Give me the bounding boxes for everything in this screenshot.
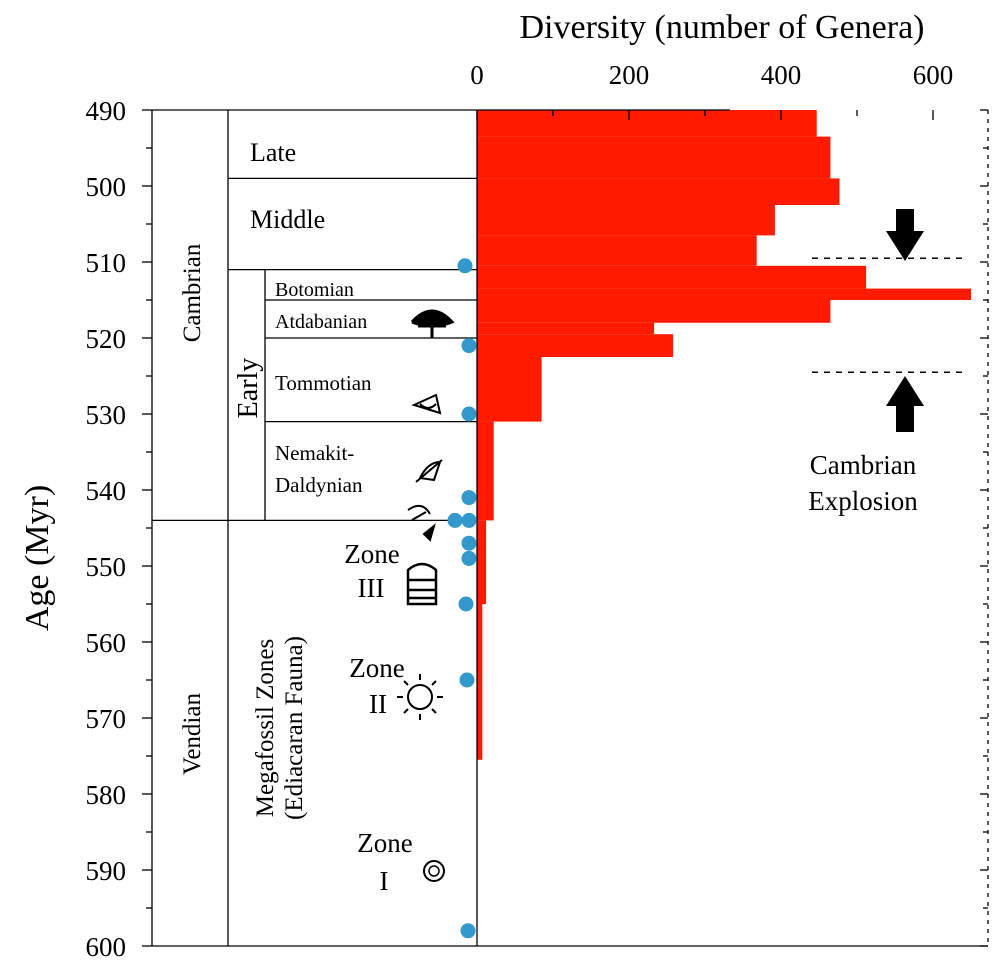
- disc-fossil-inner-icon: [428, 865, 440, 877]
- y-tick-label-3: 520: [86, 324, 127, 354]
- y-tick-label-2: 510: [86, 248, 127, 278]
- epoch-label-late: Late: [250, 138, 296, 167]
- y-tick-label-1: 500: [86, 172, 127, 202]
- fossil-marker-10: [460, 923, 476, 939]
- stage-label-botomian: Botomian: [275, 279, 354, 301]
- y-tick-label-4: 530: [86, 400, 127, 430]
- bar-2: [477, 178, 840, 205]
- y-tick-label-7: 560: [86, 628, 127, 658]
- zone2-label: Zone: [349, 653, 404, 683]
- cone-fossil-icon: [415, 459, 443, 483]
- fossil-marker-9: [459, 672, 475, 688]
- bar-12: [477, 520, 487, 604]
- epoch-label-middle: Middle: [250, 205, 325, 234]
- worm-trace-icon: [407, 504, 431, 521]
- bar-7: [477, 300, 831, 323]
- stage-label-tommotian: Tommotian: [275, 371, 372, 395]
- x-tick-label-2: 400: [761, 60, 802, 90]
- y-tick-label-0: 490: [86, 96, 127, 126]
- trilobite-icon: [410, 309, 455, 338]
- axes: 490 500 510 520 530 540 550 560 570 580 590 600 0 200…: [86, 60, 989, 962]
- zone1-label: Zone: [357, 828, 412, 858]
- down-arrow-icon: [886, 209, 924, 261]
- y-tick-label-11: 600: [86, 932, 127, 962]
- bar-1: [477, 136, 831, 179]
- shell-icon: [411, 393, 442, 415]
- bar-13: [477, 604, 483, 760]
- bar-0: [477, 110, 817, 137]
- disc-fossil-icon: [423, 860, 445, 882]
- arrowhead-fossil-icon: [422, 523, 436, 542]
- y-tick-label-9: 580: [86, 780, 127, 810]
- stratigraphy-column: [152, 110, 477, 946]
- zone3-number: III: [358, 573, 385, 603]
- fossil-marker-7: [461, 550, 477, 566]
- period-label-vendian: Vendian: [179, 693, 206, 775]
- stage-label-atdabanian: Atdabanian: [275, 311, 367, 333]
- chart-title: Diversity (number of Genera): [519, 9, 924, 46]
- bar-6: [477, 288, 971, 300]
- y-tick-label-5: 540: [86, 476, 127, 506]
- zone1-number: I: [380, 866, 389, 896]
- megafossil-label: Megafossil Zones: [252, 639, 279, 817]
- medusoid-rays-icon: [397, 674, 443, 720]
- bar-9: [477, 334, 674, 357]
- annotation-line1: Cambrian: [810, 450, 917, 480]
- y-tick-label-10: 590: [86, 856, 127, 886]
- y-axis-label: Age (Myr): [19, 485, 56, 631]
- fossil-marker-8: [458, 596, 474, 612]
- fossil-marker-5: [461, 512, 477, 528]
- fossil-marker-4: [447, 512, 463, 528]
- bar-11: [477, 421, 494, 521]
- bar-10: [477, 357, 542, 422]
- fossil-marker-1: [461, 338, 477, 354]
- y-tick-label-8: 570: [86, 704, 127, 734]
- fossil-marker-0: [457, 258, 473, 274]
- fossil-marker-3: [461, 490, 477, 506]
- annotation-line2: Explosion: [808, 486, 918, 516]
- epoch-label-early: Early: [233, 358, 264, 419]
- x-tick-label-3: 600: [913, 60, 954, 90]
- frond-fossil-icon: [406, 562, 438, 606]
- bar-5: [477, 265, 867, 289]
- bar-8: [477, 322, 655, 335]
- medusoid-fossil-icon: [407, 684, 433, 710]
- fossil-markers: [447, 258, 477, 939]
- fossil-marker-6: [461, 535, 477, 551]
- period-label-cambrian: Cambrian: [179, 243, 206, 342]
- bar-4: [477, 235, 757, 266]
- stage-label-nemakit: Nemakit-: [275, 441, 354, 465]
- zone2-number: II: [369, 689, 387, 719]
- bar-3: [477, 205, 775, 236]
- fossil-marker-2: [461, 406, 477, 422]
- up-arrow-icon: [886, 376, 924, 432]
- fossil-icons: [397, 309, 455, 882]
- y-tick-label-6: 550: [86, 552, 127, 582]
- cambrian-explosion-annotation: [812, 209, 968, 432]
- diversity-bars: [477, 110, 971, 760]
- x-tick-label-0: 0: [470, 60, 484, 90]
- stage-label-daldynian: Daldynian: [275, 473, 363, 497]
- x-tick-label-1: 200: [609, 60, 650, 90]
- megafossil-sublabel: (Ediacaran Fauna): [281, 636, 308, 820]
- zone3-label: Zone: [344, 539, 399, 569]
